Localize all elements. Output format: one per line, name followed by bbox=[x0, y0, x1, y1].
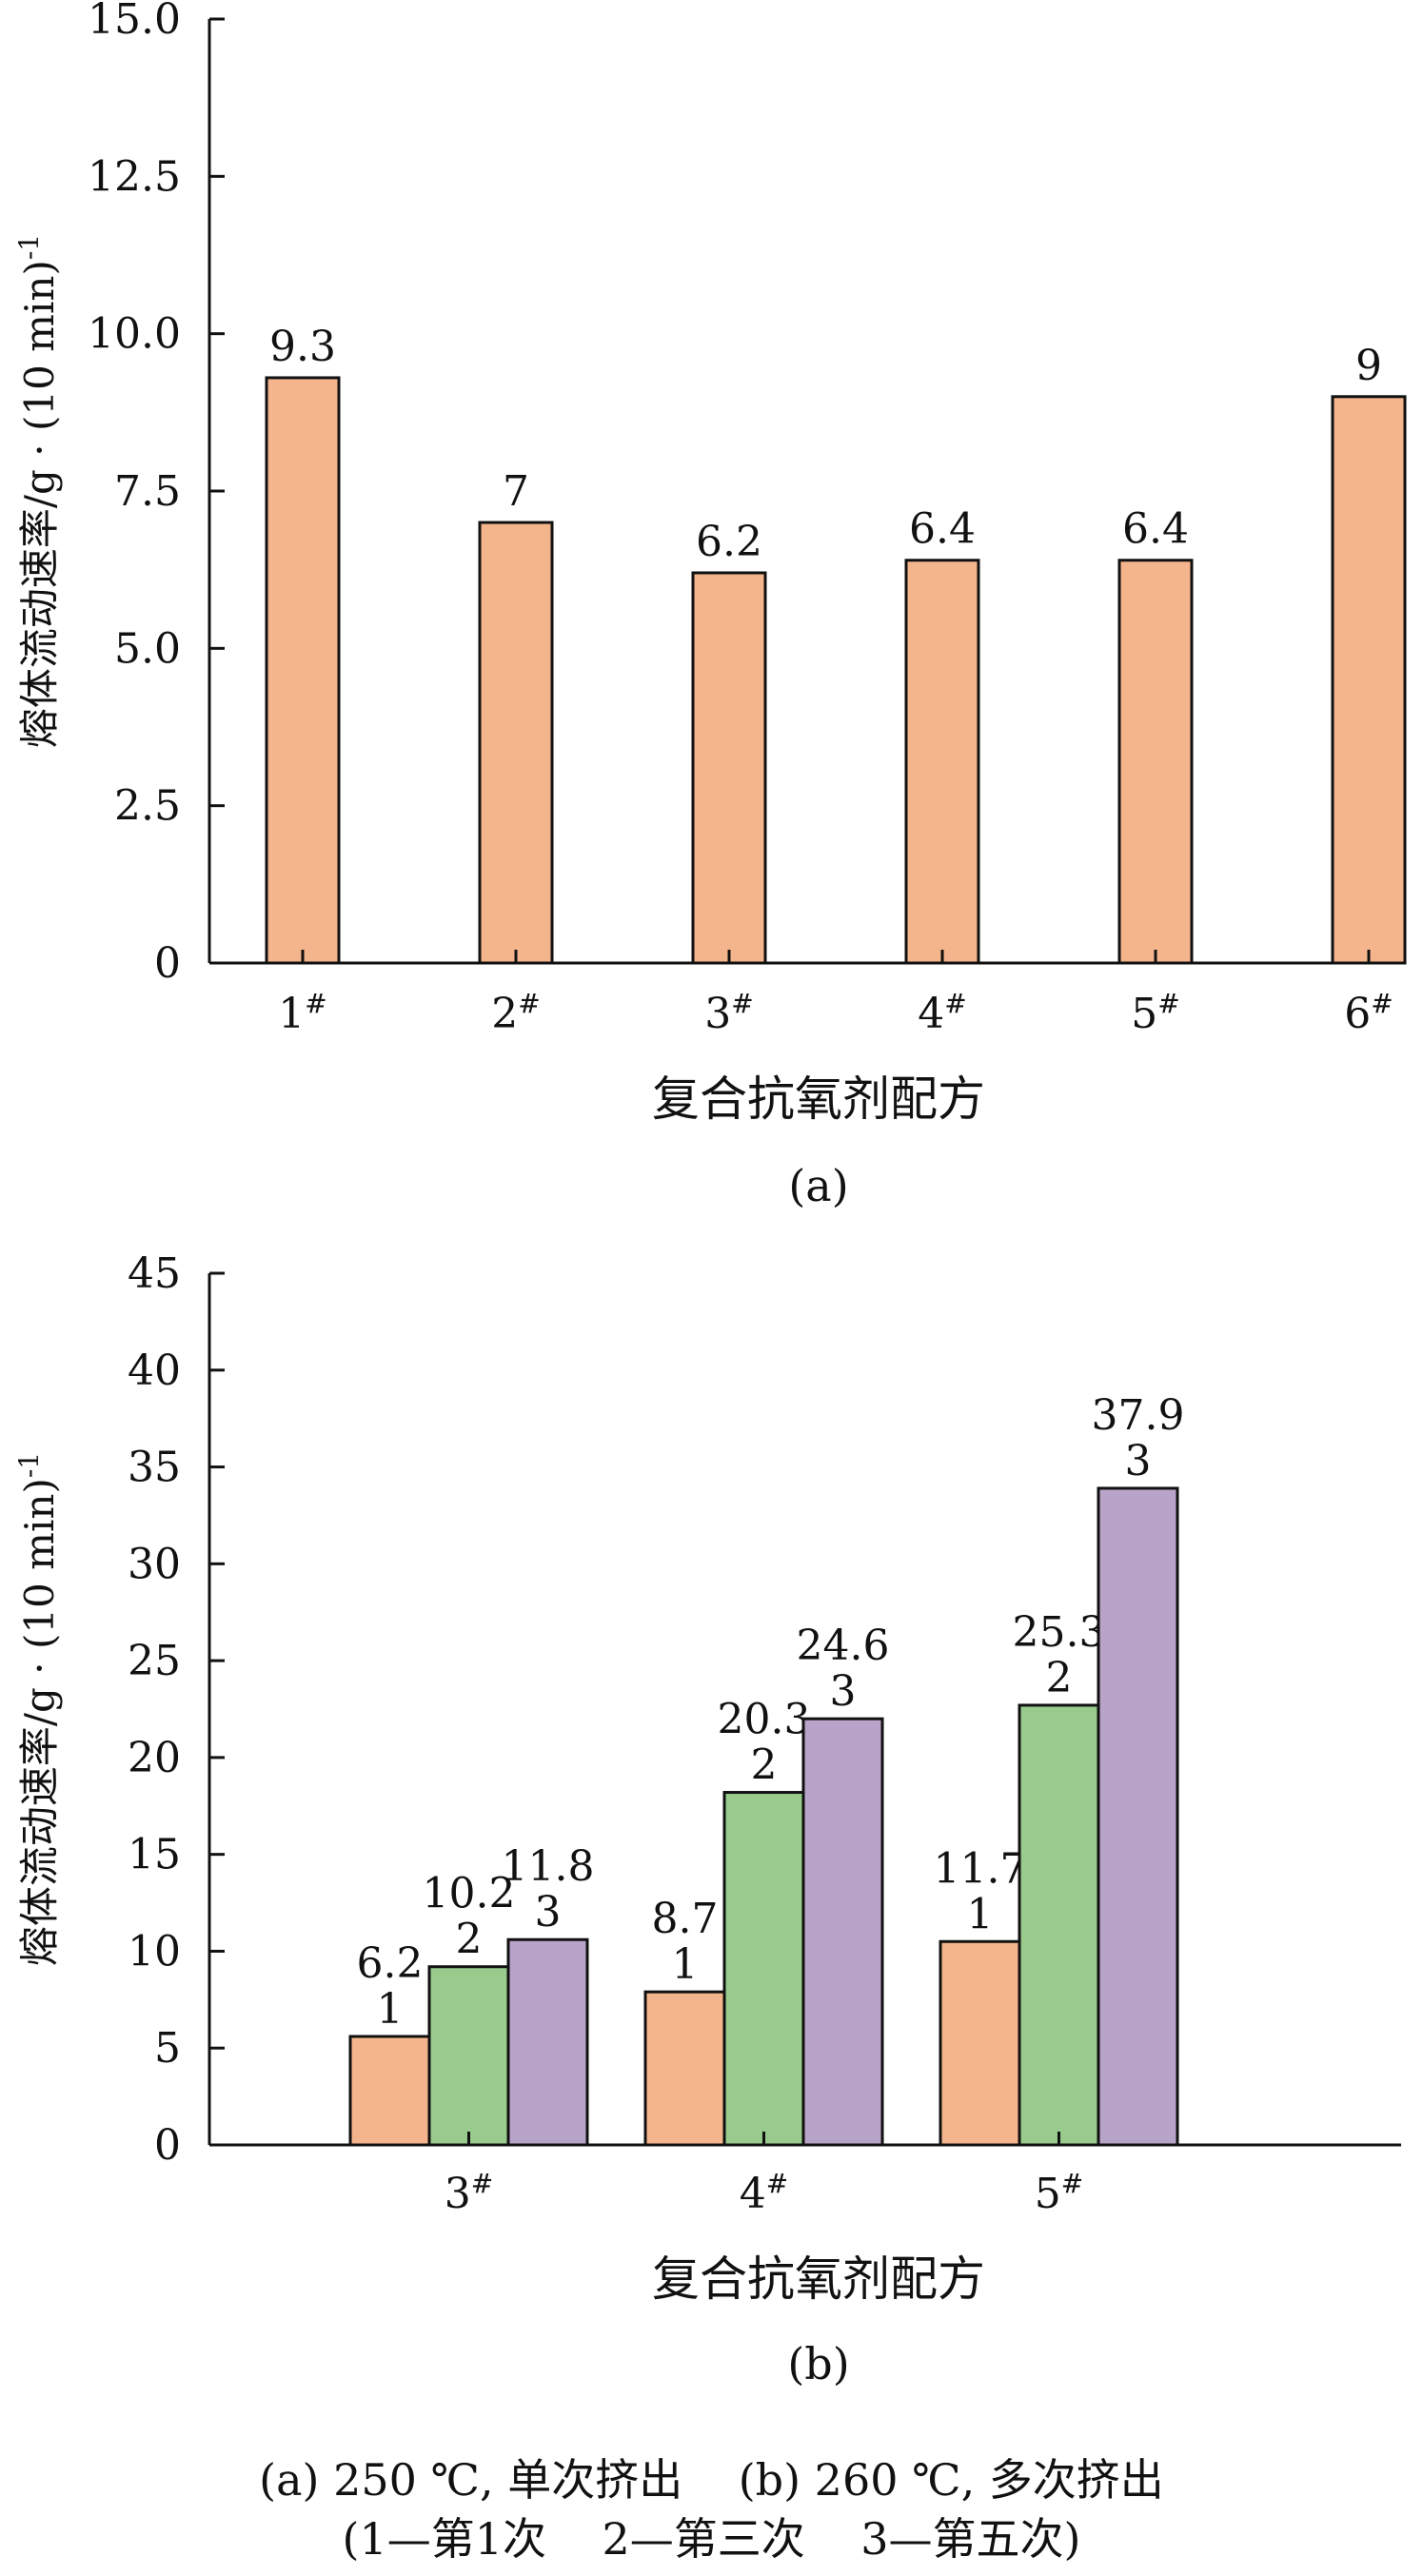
bar-series-2 bbox=[427, 1965, 510, 2147]
x-tick-label-superscript: # bbox=[766, 2168, 788, 2199]
y-tick-label: 0 bbox=[154, 2121, 181, 2170]
panel-label: (a) bbox=[788, 1160, 848, 1211]
y-tick-label: 5 bbox=[154, 2024, 181, 2073]
bar-series-1 bbox=[348, 2035, 431, 2147]
y-tick-label: 15 bbox=[128, 1831, 181, 1879]
y-tick-label: 35 bbox=[128, 1444, 181, 1492]
bar-value-label: 7 bbox=[503, 467, 529, 516]
x-tick-label: 4# bbox=[918, 988, 966, 1039]
y-tick-label: 45 bbox=[128, 1249, 181, 1298]
x-tick-label-superscript: # bbox=[471, 2168, 493, 2199]
x-tick-label-superscript: # bbox=[731, 988, 753, 1019]
bar-value-label: 6.2 bbox=[696, 518, 762, 566]
caption-line-1: (a) 250 ℃, 单次挤出 (b) 260 ℃, 多次挤出 bbox=[259, 2454, 1164, 2506]
x-tick-label-superscript: # bbox=[944, 988, 966, 1019]
bar-series-label: 2 bbox=[751, 1741, 778, 1790]
y-tick-label: 40 bbox=[128, 1347, 181, 1395]
y-tick-label: 12.5 bbox=[88, 152, 181, 201]
x-tick-label-superscript: # bbox=[1061, 2168, 1083, 2199]
y-tick-label: 0 bbox=[154, 939, 181, 988]
bar-value-label: 6.4 bbox=[909, 505, 976, 554]
bar-series-label: 3 bbox=[1125, 1437, 1152, 1485]
y-tick-label: 10 bbox=[128, 1927, 181, 1976]
bar bbox=[904, 559, 980, 965]
x-tick-label-superscript: # bbox=[1371, 988, 1393, 1019]
bar bbox=[1117, 559, 1194, 965]
caption-line-2: (1—第1次 2—第三次 3—第五次) bbox=[342, 2513, 1081, 2565]
bar-series-2 bbox=[1018, 1703, 1100, 2147]
bar-value-label: 6.4 bbox=[1122, 505, 1189, 554]
y-axis-label: 熔体流动速率/g · (10 min)-1 bbox=[13, 1452, 64, 1966]
y-axis-label: 熔体流动速率/g · (10 min)-1 bbox=[13, 234, 64, 748]
bar-value-label: 9.3 bbox=[269, 323, 336, 371]
x-tick-label: 2# bbox=[491, 988, 540, 1039]
bar-value-label: 10.2 bbox=[423, 1870, 516, 1918]
bar bbox=[478, 521, 554, 965]
bar-value-label: 9 bbox=[1355, 342, 1382, 390]
bar-value-label: 11.8 bbox=[502, 1842, 595, 1891]
bar-series-3 bbox=[506, 1937, 589, 2147]
bar-series-label: 1 bbox=[967, 1890, 994, 1938]
bar-series-3 bbox=[801, 1717, 884, 2147]
bar-value-label: 25.3 bbox=[1013, 1608, 1106, 1657]
y-tick-label: 15.0 bbox=[88, 0, 181, 44]
bar bbox=[1331, 395, 1407, 965]
y-tick-label: 7.5 bbox=[114, 467, 181, 516]
x-tick-label-superscript: # bbox=[305, 988, 326, 1019]
bar-series-3 bbox=[1097, 1486, 1179, 2147]
bar-series-label: 1 bbox=[672, 1940, 699, 1989]
y-tick-label: 5.0 bbox=[114, 624, 181, 673]
y-tick-label: 10.0 bbox=[88, 310, 181, 359]
x-tick-label-superscript: # bbox=[518, 988, 540, 1019]
y-axis-label-superscript: -1 bbox=[13, 234, 45, 260]
bar bbox=[265, 376, 341, 965]
x-tick-label: 1# bbox=[278, 988, 326, 1039]
x-axis-label: 复合抗氧剂配方 bbox=[652, 2252, 985, 2307]
y-tick-label: 2.5 bbox=[114, 782, 181, 831]
x-tick-label: 4# bbox=[740, 2168, 788, 2219]
bar-value-label: 11.7 bbox=[934, 1844, 1027, 1893]
x-tick-label: 5# bbox=[1131, 988, 1179, 1039]
bar-series-label: 3 bbox=[830, 1667, 857, 1716]
chart-a: 0 2.5 5.0 7.5 10.0 12.5 15.0 9.3 1# 7 2# 6.2 3# 6.4 4#… bbox=[13, 0, 1407, 1211]
bar-value-label: 37.9 bbox=[1092, 1391, 1185, 1440]
bar-value-label: 24.6 bbox=[797, 1622, 890, 1670]
x-tick-label-superscript: # bbox=[1157, 988, 1179, 1019]
x-tick-label: 6# bbox=[1344, 988, 1393, 1039]
bar-series-label: 2 bbox=[456, 1916, 483, 1964]
y-tick-label: 25 bbox=[128, 1637, 181, 1685]
bar-value-label: 20.3 bbox=[718, 1696, 811, 1744]
bar-series-2 bbox=[722, 1791, 805, 2147]
x-tick-label: 3# bbox=[704, 988, 753, 1039]
y-tick-label: 20 bbox=[128, 1734, 181, 1782]
x-tick-label: 5# bbox=[1035, 2168, 1083, 2219]
bar-value-label: 8.7 bbox=[652, 1895, 719, 1943]
panel-label: (b) bbox=[787, 2338, 849, 2389]
y-axis-label-superscript: -1 bbox=[13, 1452, 45, 1478]
bar-series-1 bbox=[939, 1939, 1021, 2147]
bar-series-label: 3 bbox=[535, 1888, 562, 1937]
bar-series-label: 2 bbox=[1046, 1654, 1073, 1702]
bar-value-label: 6.2 bbox=[357, 1939, 424, 1988]
bar bbox=[691, 571, 767, 965]
x-axis-label: 复合抗氧剂配方 bbox=[652, 1072, 985, 1127]
x-tick-label: 3# bbox=[445, 2168, 493, 2219]
y-tick-label: 30 bbox=[128, 1540, 181, 1588]
bar-series-label: 1 bbox=[377, 1985, 404, 2034]
bar-series-1 bbox=[643, 1990, 726, 2147]
